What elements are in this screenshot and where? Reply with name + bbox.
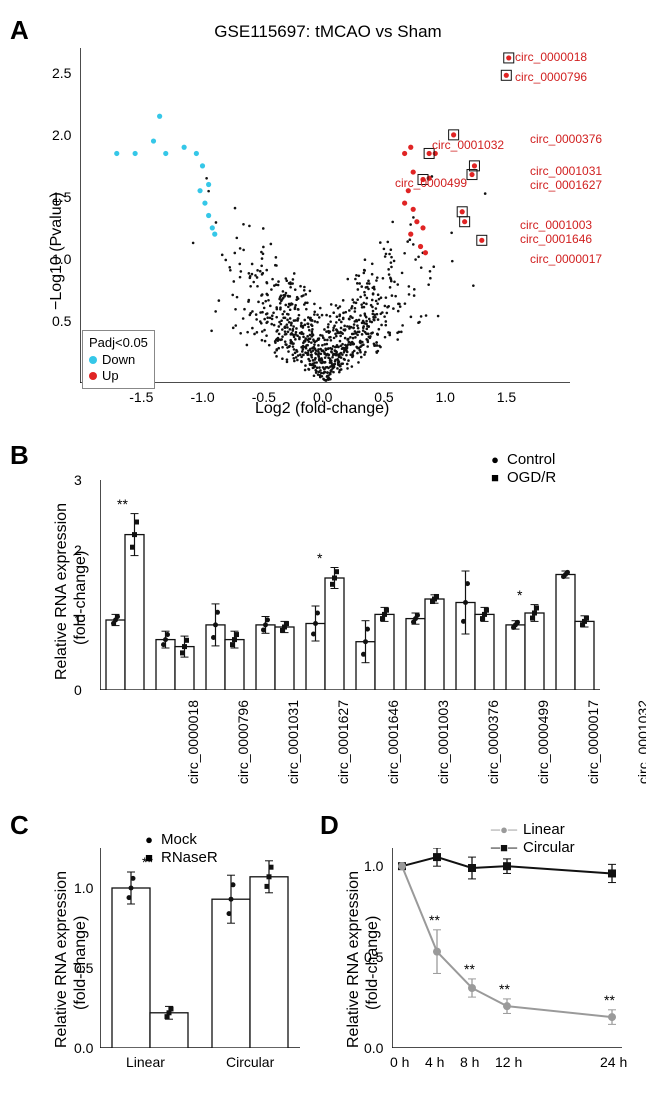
rnaser-marker-icon: ■	[142, 851, 156, 865]
ytick: 0.5	[74, 960, 93, 976]
xtick: Circular	[226, 1054, 274, 1070]
bar-chart-c	[100, 848, 300, 1048]
control-marker-icon: ●	[488, 453, 502, 467]
annotation-circ_0000796: circ_0000796	[515, 70, 587, 84]
legend-d: ─●─Linear ─■─Circular	[490, 820, 575, 857]
xtick: -1.5	[129, 389, 153, 405]
xtick: circ_0000376	[485, 700, 501, 790]
xtick: circ_0001646	[385, 700, 401, 790]
ytick: 1.0	[74, 880, 93, 896]
ytick: 2	[74, 542, 82, 558]
annotation-circ_0000017: circ_0000017	[530, 252, 602, 266]
panel-b-label: B	[10, 440, 29, 471]
line-chart-d	[392, 848, 622, 1048]
xtick: 0.0	[313, 389, 332, 405]
ytick: 0.5	[364, 949, 383, 965]
xtick: circ_0001003	[435, 700, 451, 790]
ytick: 0	[74, 682, 82, 698]
ytick: 0.0	[364, 1040, 383, 1056]
legend-title: Padj<0.05	[89, 335, 148, 350]
legend-b: ●Control ■OGD/R	[488, 450, 556, 487]
sig-marker: *	[517, 587, 522, 603]
panel-d-label: D	[320, 810, 339, 841]
linear-marker-icon: ─●─	[490, 823, 518, 837]
xtick: -1.0	[191, 389, 215, 405]
annotation-circ_0001031: circ_0001031	[530, 164, 602, 178]
panel-b-ylabel-1: Relative RNA expression	[53, 503, 71, 680]
sig-marker: **	[604, 992, 615, 1008]
annotation-circ_0001646: circ_0001646	[520, 232, 592, 246]
circular-marker-icon: ─■─	[490, 841, 518, 855]
annotation-circ_0000376: circ_0000376	[530, 132, 602, 146]
ytick: 1.5	[52, 189, 71, 205]
sig-marker: **	[499, 981, 510, 997]
ogdr-marker-icon: ■	[488, 471, 502, 485]
bar-chart-b	[100, 480, 600, 690]
sig-marker: **	[464, 961, 475, 977]
sig-marker: **	[117, 496, 128, 512]
sig-marker: *	[317, 550, 322, 566]
panel-c-label: C	[10, 810, 29, 841]
xtick: circ_0001031	[285, 700, 301, 790]
sig-marker: **	[429, 912, 440, 928]
panel-b-ylabel-2: (fold-change)	[72, 551, 90, 645]
panel-d-ylabel-1: Relative RNA expression	[345, 871, 363, 1048]
panel-a-label: A	[10, 15, 29, 46]
ytick: 0.5	[52, 313, 71, 329]
xtick: -0.5	[252, 389, 276, 405]
xtick: circ_0000499	[535, 700, 551, 790]
xtick: circ_0001032	[635, 700, 646, 790]
ytick: 1	[74, 612, 82, 628]
xtick: Linear	[126, 1054, 165, 1070]
xtick: 0.5	[374, 389, 393, 405]
ytick: 0.0	[74, 1040, 93, 1056]
ytick: 1.0	[52, 251, 71, 267]
xtick: circ_0000018	[185, 700, 201, 790]
legend-down: Down	[89, 352, 148, 367]
annotation-circ_0000499: circ_0000499	[395, 176, 467, 190]
xtick: 4 h	[425, 1054, 444, 1070]
xtick: circ_0001627	[335, 700, 351, 790]
annotation-circ_0001003: circ_0001003	[520, 218, 592, 232]
xtick: circ_0000017	[585, 700, 601, 790]
ytick: 2.0	[52, 127, 71, 143]
panel-c-ylabel-1: Relative RNA expression	[53, 871, 71, 1048]
xtick: 8 h	[460, 1054, 479, 1070]
annotation-circ_0000018: circ_0000018	[515, 50, 587, 64]
xtick: 12 h	[495, 1054, 522, 1070]
xtick: 0 h	[390, 1054, 409, 1070]
mock-marker-icon: ●	[142, 833, 156, 847]
xtick: 1.0	[436, 389, 455, 405]
legend-c: ●Mock ■RNaseR	[142, 830, 218, 867]
panel-a-title: GSE115697: tMCAO vs Sham	[158, 22, 498, 42]
xtick: 24 h	[600, 1054, 627, 1070]
annotation-circ_0001627: circ_0001627	[530, 178, 602, 192]
volcano-legend: Padj<0.05 Down Up	[82, 330, 155, 389]
xtick: 1.5	[497, 389, 516, 405]
legend-up: Up	[89, 368, 148, 383]
ytick: 2.5	[52, 65, 71, 81]
xtick: circ_0000796	[235, 700, 251, 790]
annotation-circ_0001032: circ_0001032	[432, 138, 504, 152]
ytick: 1.0	[364, 858, 383, 874]
ytick: 3	[74, 472, 82, 488]
